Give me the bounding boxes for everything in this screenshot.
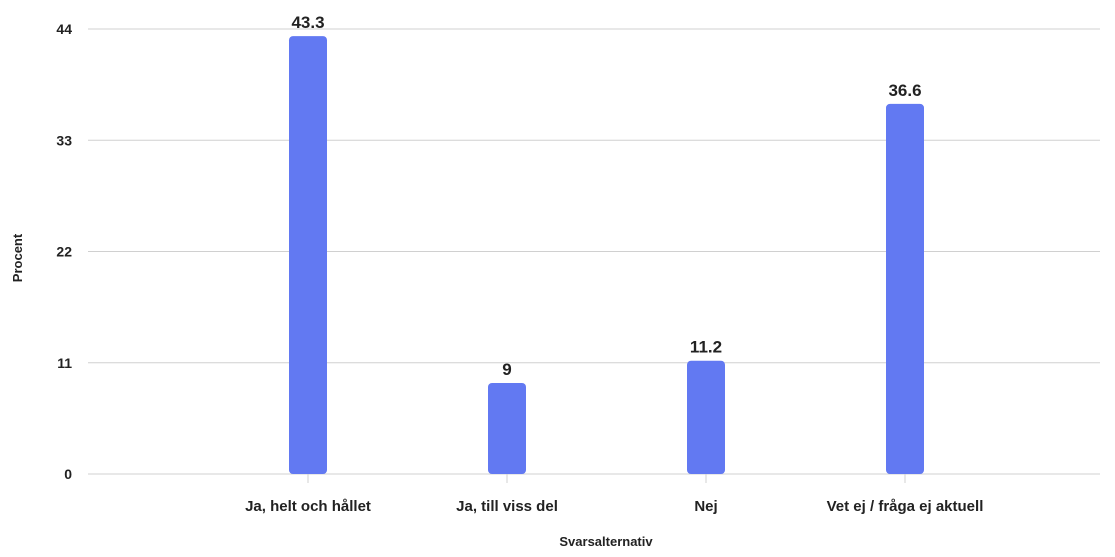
bars (289, 36, 924, 475)
y-tick-label: 11 (57, 355, 72, 371)
bar (886, 103, 924, 474)
data-label: 11.2 (690, 338, 722, 357)
gridlines (88, 28, 1100, 475)
y-axis-title: Procent (10, 233, 25, 282)
y-tick-label: 44 (56, 21, 72, 37)
y-tick-label: 0 (64, 466, 72, 482)
x-category-label: Nej (694, 498, 717, 515)
bar (488, 382, 526, 474)
x-axis-title: Svarsalternativ (559, 534, 653, 549)
bar (289, 36, 327, 475)
y-tick-label: 22 (56, 244, 72, 260)
x-category-label: Ja, helt och hållet (245, 498, 371, 515)
x-category-label: Ja, till viss del (456, 498, 558, 515)
y-axis-ticks: 0 11 22 33 44 (56, 21, 72, 482)
x-category-label: Vet ej / fråga ej aktuell (827, 498, 984, 515)
data-label: 36.6 (888, 81, 921, 100)
bar (687, 360, 725, 474)
y-tick-label: 33 (56, 132, 72, 148)
data-label: 9 (502, 360, 511, 379)
data-label: 43.3 (291, 13, 324, 32)
data-labels: 43.3 9 11.2 36.6 (291, 13, 921, 379)
x-axis-labels: Ja, helt och hållet Ja, till viss del Nej V… (245, 498, 983, 515)
x-axis-ticks (307, 474, 906, 483)
